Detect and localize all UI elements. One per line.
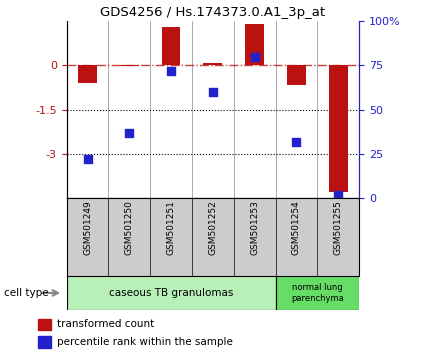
Text: GSM501252: GSM501252 (209, 200, 217, 255)
Bar (245, 24, 264, 65)
Bar (78, 65, 97, 83)
Text: GSM501249: GSM501249 (83, 200, 92, 255)
Text: GSM501253: GSM501253 (250, 200, 259, 255)
Point (335, 192, 341, 198)
Text: cell type: cell type (4, 288, 49, 298)
Text: GSM501251: GSM501251 (166, 200, 175, 255)
Point (209, 89, 216, 95)
Text: transformed count: transformed count (57, 319, 154, 329)
Point (168, 68, 175, 74)
Bar (276, 276, 359, 310)
Point (293, 139, 300, 144)
Title: GDS4256 / Hs.174373.0.A1_3p_at: GDS4256 / Hs.174373.0.A1_3p_at (100, 6, 326, 19)
Point (251, 54, 258, 59)
Bar (287, 65, 306, 85)
Point (84, 156, 91, 162)
Text: normal lung
parenchyma: normal lung parenchyma (291, 283, 344, 303)
Bar (67, 276, 276, 310)
Text: GSM501254: GSM501254 (292, 200, 301, 255)
Text: GSM501255: GSM501255 (334, 200, 343, 255)
Point (126, 130, 133, 136)
Bar (162, 27, 181, 65)
Bar (329, 65, 347, 192)
Text: caseous TB granulomas: caseous TB granulomas (109, 288, 233, 298)
Bar (203, 63, 222, 65)
Bar (38, 319, 52, 330)
Text: GSM501250: GSM501250 (125, 200, 134, 255)
Text: percentile rank within the sample: percentile rank within the sample (57, 337, 233, 347)
Bar (38, 336, 52, 348)
Bar (120, 65, 139, 66)
